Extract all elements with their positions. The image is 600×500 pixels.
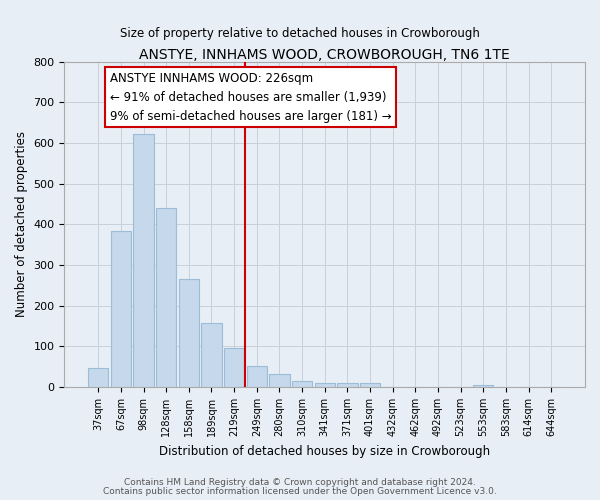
Bar (247, 366, 267, 387)
Text: Size of property relative to detached houses in Crowborough: Size of property relative to detached ho… (120, 28, 480, 40)
Text: Contains HM Land Registry data © Crown copyright and database right 2024.: Contains HM Land Registry data © Crown c… (124, 478, 476, 487)
Bar (111, 231, 131, 387)
Bar (156, 208, 176, 387)
Bar (179, 279, 199, 387)
Bar (133, 134, 154, 387)
Bar (360, 382, 380, 387)
Bar (201, 323, 221, 387)
Bar (337, 382, 358, 387)
Bar (314, 382, 335, 387)
Bar (269, 374, 290, 387)
Bar (224, 348, 244, 387)
Text: Contains public sector information licensed under the Open Government Licence v3: Contains public sector information licen… (103, 487, 497, 496)
Bar (473, 385, 493, 387)
Title: ANSTYE, INNHAMS WOOD, CROWBOROUGH, TN6 1TE: ANSTYE, INNHAMS WOOD, CROWBOROUGH, TN6 1… (139, 48, 510, 62)
Bar (292, 381, 312, 387)
Bar (88, 368, 109, 387)
X-axis label: Distribution of detached houses by size in Crowborough: Distribution of detached houses by size … (159, 444, 490, 458)
Text: ANSTYE INNHAMS WOOD: 226sqm
← 91% of detached houses are smaller (1,939)
9% of s: ANSTYE INNHAMS WOOD: 226sqm ← 91% of det… (110, 72, 391, 122)
Y-axis label: Number of detached properties: Number of detached properties (15, 132, 28, 318)
